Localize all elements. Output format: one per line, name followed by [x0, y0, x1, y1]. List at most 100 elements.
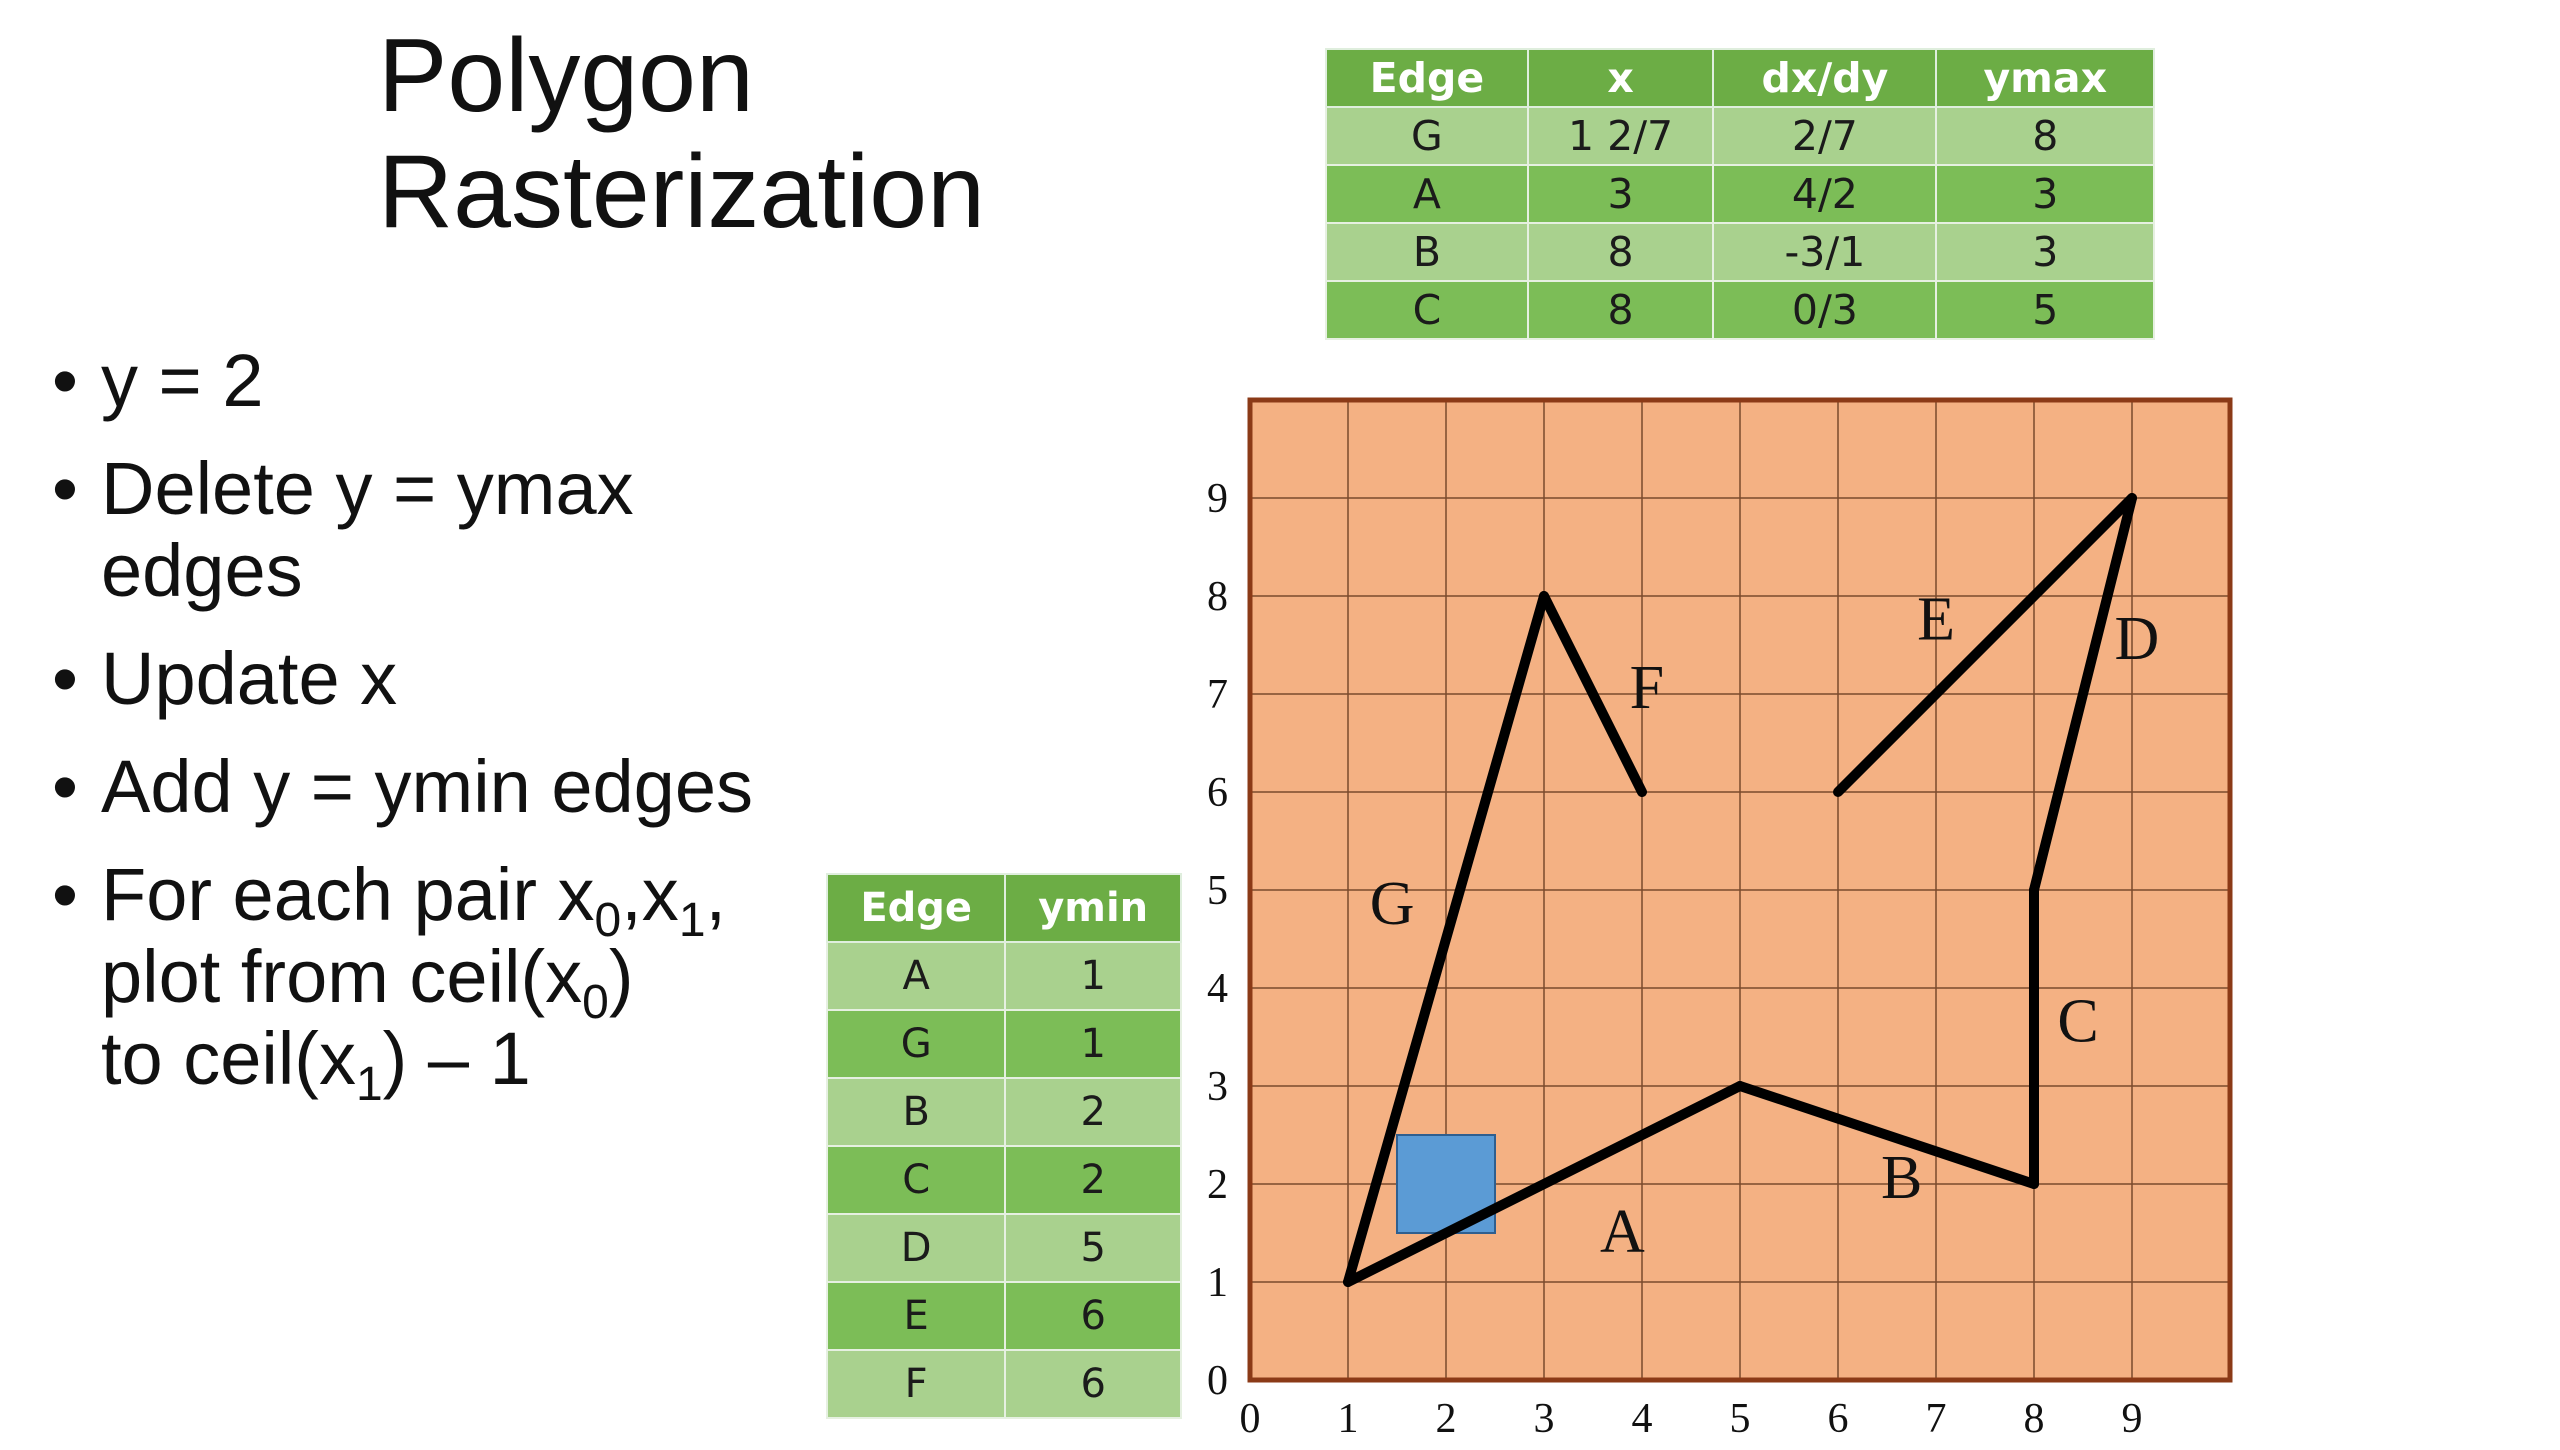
edge-table-cell: -3/1 — [1712, 222, 1938, 282]
bullet-item: • Delete y = ymax edges — [48, 448, 808, 612]
slide-title: Polygon Rasterization — [378, 18, 985, 250]
bullet-item: • Add y = ymin edges — [48, 746, 808, 828]
ymin-table-cell: G — [825, 1009, 1007, 1079]
ymin-table-cell: 2 — [1004, 1077, 1182, 1147]
edge-table-cell: G — [1325, 106, 1529, 166]
y-tick-label: 5 — [1207, 868, 1228, 914]
ymin-table-cell: 1 — [1004, 941, 1182, 1011]
ymin-table-cell: 1 — [1004, 1009, 1182, 1079]
edge-label-d: D — [2115, 605, 2160, 673]
edge-table-cell: C — [1325, 280, 1529, 340]
bullet-dot: • — [52, 637, 78, 720]
bullet-list: • y = 2 • Delete y = ymax edges • Update… — [48, 340, 808, 1126]
x-tick-label: 0 — [1240, 1396, 1261, 1442]
edge-table-cell: 5 — [1935, 280, 2155, 340]
edge-label-f: F — [1630, 654, 1664, 722]
y-tick-label: 9 — [1207, 476, 1228, 522]
x-tick-label: 7 — [1926, 1396, 1947, 1442]
ymin-table-cell: 2 — [1004, 1145, 1182, 1215]
y-tick-label: 0 — [1207, 1358, 1228, 1404]
edge-table-row: B 8 -3/1 3 — [1325, 222, 2155, 282]
edge-table-cell: 3 — [1935, 164, 2155, 224]
y-tick-label: 1 — [1207, 1260, 1228, 1306]
edge-label-a: A — [1600, 1198, 1645, 1266]
edge-table-cell: 1 2/7 — [1526, 106, 1715, 166]
x-tick-label: 1 — [1338, 1396, 1359, 1442]
bullet-item: • For each pair x0,x1, plot from ceil(x0… — [48, 853, 808, 1111]
title-line-2: Rasterization — [378, 134, 985, 250]
ymin-table-cell: F — [825, 1349, 1007, 1419]
bullet-text: Update x — [101, 637, 398, 720]
edge-table-cell: 8 — [1935, 106, 2155, 166]
y-tick-label: 8 — [1207, 574, 1228, 620]
x-tick-label: 6 — [1828, 1396, 1849, 1442]
ymin-table-cell: B — [825, 1077, 1007, 1147]
ymin-table-cell: 6 — [1004, 1349, 1182, 1419]
x-tick-label: 5 — [1730, 1396, 1751, 1442]
x-tick-label: 9 — [2122, 1396, 2143, 1442]
edge-a — [1343, 1081, 1745, 1287]
y-tick-label: 2 — [1207, 1162, 1228, 1208]
x-tick-label: 3 — [1534, 1396, 1555, 1442]
y-tick-label: 6 — [1207, 770, 1228, 816]
raster-grid-plot: A B C D E F G 0 1 2 3 4 5 6 7 8 9 0 1 2 3 4 5 6 7 8 9 — [1207, 397, 2233, 1442]
title-line-1: Polygon — [378, 18, 754, 134]
edge-b — [1735, 1081, 2039, 1189]
ymin-table-cell: E — [825, 1281, 1007, 1351]
edge-table-cell: 8 — [1526, 222, 1715, 282]
edge-label-e: E — [1917, 586, 1955, 654]
y-tick-label: 3 — [1207, 1064, 1228, 1110]
edge-table-cell: 0/3 — [1712, 280, 1938, 340]
x-tick-label: 4 — [1632, 1396, 1653, 1442]
bullet-dot: • — [52, 339, 78, 422]
bullet-line: to ceil(x1) – 1 — [101, 1017, 531, 1111]
edge-table-row: C 8 0/3 5 — [1325, 280, 2155, 340]
ymin-table-cell: 5 — [1004, 1213, 1182, 1283]
edge-table-cell: 3 — [1526, 164, 1715, 224]
x-tick-label: 2 — [1436, 1396, 1457, 1442]
grid-border — [1247, 397, 2233, 1383]
edge-table-row: A 3 4/2 3 — [1325, 164, 2155, 224]
edge-table-cell: 8 — [1526, 280, 1715, 340]
edge-g — [1343, 591, 1549, 1287]
bullet-text: Add y = ymin edges — [101, 745, 753, 828]
bullet-line: For each pair x0,x1, — [101, 853, 727, 947]
edge-table-cell: 3 — [1935, 222, 2155, 282]
bullet-dot: • — [52, 745, 78, 828]
bullet-text: edges — [101, 529, 303, 612]
bullet-line: plot from ceil(x0) — [101, 935, 634, 1029]
bullet-text: y = 2 — [101, 339, 264, 422]
edge-table-cell: 2/7 — [1712, 106, 1938, 166]
ymin-table-cell: A — [825, 941, 1007, 1011]
bullet-dot: • — [52, 447, 78, 530]
edge-table-header-3: ymax — [1935, 48, 2155, 108]
edge-d — [2029, 493, 2137, 895]
ymin-table-cell: 6 — [1004, 1281, 1182, 1351]
edge-e — [1833, 493, 2137, 797]
x-tick-label: 8 — [2024, 1396, 2045, 1442]
ymin-table-cell: D — [825, 1213, 1007, 1283]
ymin-table-header-0: Edge — [825, 873, 1007, 943]
edge-table-header-0: Edge — [1325, 48, 1529, 108]
bullet-dot: • — [52, 853, 78, 936]
edge-table-header-1: x — [1526, 48, 1715, 108]
edge-table-cell: B — [1325, 222, 1529, 282]
edge-label-b: B — [1881, 1144, 1922, 1212]
y-tick-label: 7 — [1207, 672, 1228, 718]
y-tick-label: 4 — [1207, 966, 1228, 1012]
edge-label-g: G — [1370, 870, 1415, 938]
bullet-item: • y = 2 — [48, 340, 808, 422]
edge-f — [1539, 591, 1647, 797]
edge-table-cell: 4/2 — [1712, 164, 1938, 224]
edge-table-header-2: dx/dy — [1712, 48, 1938, 108]
ymin-table-cell: C — [825, 1145, 1007, 1215]
